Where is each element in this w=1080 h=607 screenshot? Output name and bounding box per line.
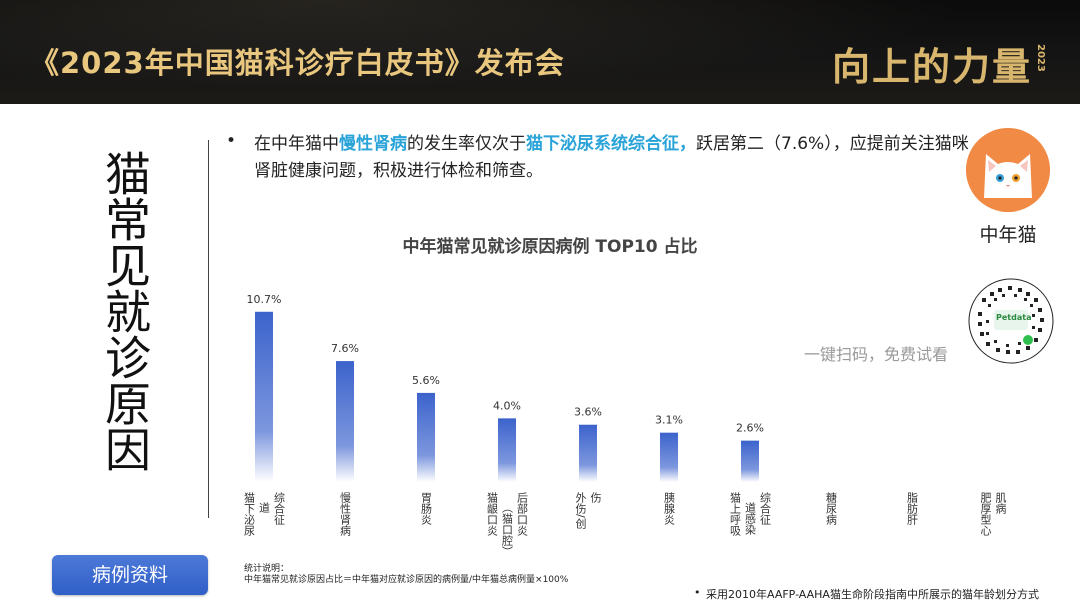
x-tick-label-4-1: 猫龈口炎	[485, 492, 499, 536]
chart-title: 中年猫常见就诊原因病例 TOP10 占比	[402, 237, 698, 257]
x-tick-label-2-1: 慢性肾病	[338, 492, 352, 536]
intro-text-2: 的发生率仅次于	[407, 134, 526, 154]
case-data-button[interactable]: 病例资料	[52, 555, 208, 595]
bar-value-label-7: 2.6%	[736, 422, 764, 435]
bar-4	[498, 418, 516, 482]
middle-aged-cat-avatar	[966, 128, 1050, 212]
bar-value-label-1: 10.7%	[247, 293, 282, 306]
footer-note: 采用2010年AAFP-AAHA猫生命阶段指南中所展示的猫年龄划分方式	[706, 588, 1039, 601]
bar-5	[579, 424, 597, 482]
section-title: 猫常见就诊原因	[98, 150, 152, 472]
scan-hint: 一键扫码，免费试看	[804, 345, 949, 364]
qr-brand: Petdata	[996, 313, 1032, 322]
x-tick-label-3-1: 胃肠炎	[419, 492, 433, 525]
intro-text-3: 跃居第二（7.6%），应提前关注猫咪肾脏健康问题，积极进行体检和筛查。	[254, 134, 969, 181]
event-year: 2023	[1035, 44, 1046, 72]
x-tick-label-1-1: 猫下泌尿	[242, 492, 256, 536]
bar-6	[660, 432, 678, 482]
footer-bullet: •	[694, 586, 701, 599]
header-banner: 《2023年中国猫科诊疗白皮书》发布会 向上的力量 2023	[0, 0, 1080, 104]
x-tick-label-1-2: 道	[257, 502, 271, 513]
qr-code-icon	[968, 278, 1054, 364]
x-tick-label-5-2: 伤	[589, 492, 602, 503]
bar-value-label-2: 7.6%	[331, 342, 359, 355]
bar-2	[336, 361, 354, 482]
bar-1	[255, 311, 273, 482]
intro-paragraph: 在中年猫中慢性肾病的发生率仅次于猫下泌尿系统综合征，跃居第二（7.6%），应提前…	[254, 131, 974, 185]
bar-value-label-5: 3.6%	[574, 406, 602, 419]
stat-note-heading: 统计说明：	[244, 564, 290, 574]
bar-value-label-3: 5.6%	[412, 374, 440, 387]
intro-text-1: 在中年猫中	[254, 134, 339, 154]
banner-glow	[0, 0, 1080, 104]
bar-chart: 10.7%7.6%5.6%4.0%3.6%3.1%2.6%2.2%1.9%1.7…	[247, 293, 764, 482]
x-tick-label-10-1: 肥厚型心	[979, 492, 992, 536]
x-tick-label-7-1: 猫上呼吸	[728, 492, 742, 536]
bullet-dot: •	[226, 131, 237, 151]
avatar-label: 中年猫	[979, 224, 1037, 246]
bar-value-label-4: 4.0%	[493, 399, 521, 412]
x-tick-label-7-3: 综合征	[758, 492, 772, 525]
x-tick-label-7-2: 道感染	[743, 502, 757, 535]
vertical-divider	[208, 140, 209, 518]
x-tick-label-9-1: 脂肪肝	[905, 492, 919, 525]
x-tick-label-4-3: 后部口炎	[515, 492, 529, 536]
intro-highlight-ckd: 慢性肾病	[339, 134, 407, 154]
qr-code[interactable]: Petdata	[968, 278, 1054, 364]
event-slogan: 向上的力量	[831, 44, 1032, 89]
bar-value-label-6: 3.1%	[655, 414, 683, 427]
stat-note-formula: 中年猫常见就诊原因占比＝中年猫对应就诊原因的病例量/中年猫总病例量×100%	[244, 575, 569, 585]
x-tick-label-6-1: 胰腺炎	[662, 492, 676, 525]
cat-face-icon	[966, 128, 1050, 212]
x-tick-label-8-1: 糖尿病	[824, 492, 838, 525]
x-tick-label-5-1: 外伤/创	[574, 492, 587, 529]
event-title: 《2023年中国猫科诊疗白皮书》发布会	[30, 46, 565, 80]
bar-7	[741, 440, 759, 482]
bar-3	[417, 392, 435, 482]
x-tick-label-4-2: （猫口腔）	[500, 502, 514, 557]
x-tick-label-10-2: 肌病	[994, 492, 1007, 514]
x-tick-label-1-3: 综合征	[272, 492, 286, 525]
intro-highlight-flutd: 猫下泌尿系统综合征，	[526, 134, 696, 154]
